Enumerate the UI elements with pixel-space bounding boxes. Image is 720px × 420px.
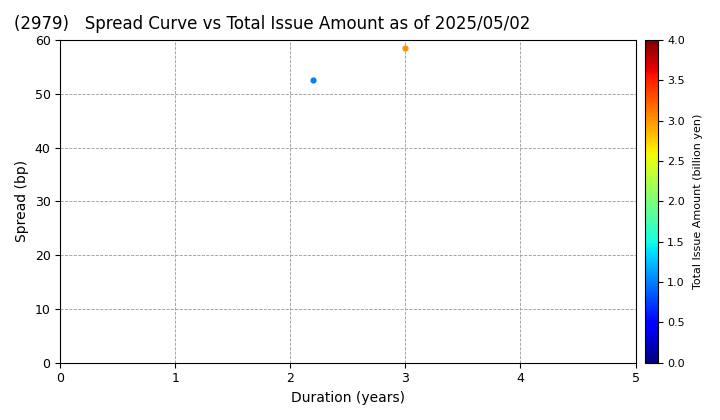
- Text: (2979)   Spread Curve vs Total Issue Amount as of 2025/05/02: (2979) Spread Curve vs Total Issue Amoun…: [14, 15, 531, 33]
- Point: [400, 45, 411, 52]
- Y-axis label: Total Issue Amount (billion yen): Total Issue Amount (billion yen): [693, 114, 703, 289]
- Y-axis label: Spread (bp): Spread (bp): [15, 160, 29, 242]
- Point: [307, 77, 319, 84]
- X-axis label: Duration (years): Duration (years): [291, 391, 405, 405]
